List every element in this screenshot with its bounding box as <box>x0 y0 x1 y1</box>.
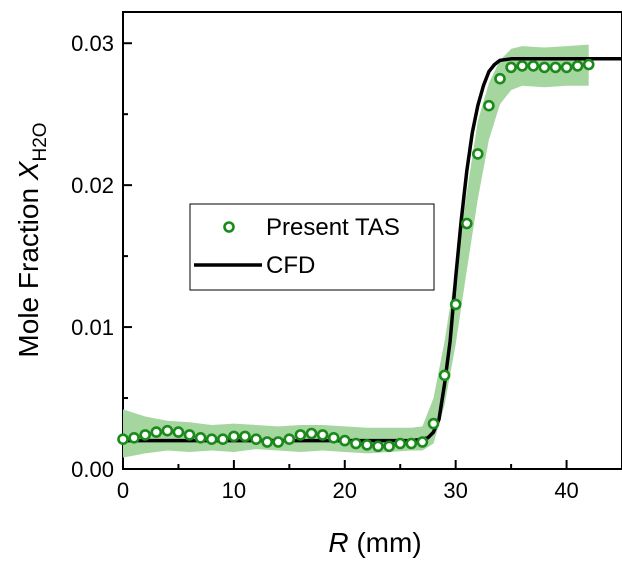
uncertainty-band <box>123 44 589 458</box>
x-ticks: 0 10 20 30 40 <box>117 460 579 503</box>
tas-point <box>460 217 473 230</box>
tas-point <box>272 436 285 448</box>
y-axis-title-main: Mole Fraction <box>13 180 44 357</box>
tas-point <box>549 61 562 74</box>
y-tick-label: 0.01 <box>71 315 114 340</box>
plot-frame <box>122 11 622 470</box>
y-ticks: 0.00 0.01 0.02 0.03 <box>71 31 132 482</box>
legend-box <box>189 203 435 291</box>
legend-label-cfd: CFD <box>266 252 315 279</box>
x-tick-label: 10 <box>222 478 246 503</box>
y-axis-title: Mole Fraction XH2O <box>13 122 51 357</box>
tas-point <box>427 417 440 430</box>
tas-point <box>471 148 484 160</box>
cfd-line-layer <box>123 57 622 443</box>
y-tick-label: 0.03 <box>71 31 114 56</box>
tas-point <box>494 72 506 85</box>
tas-point <box>139 429 151 441</box>
tas-point <box>438 369 451 382</box>
cfd-line <box>123 57 622 443</box>
tas-point <box>217 433 229 446</box>
tas-point <box>338 434 351 447</box>
tas-point <box>394 437 407 450</box>
tas-point <box>527 60 540 72</box>
tas-point <box>228 430 240 443</box>
tas-point <box>183 429 196 441</box>
tas-point <box>361 439 373 451</box>
y-axis-title-symbol: X <box>13 160 44 181</box>
y-tick-label: 0.00 <box>71 457 114 482</box>
x-tick-label: 20 <box>333 478 357 503</box>
legend: Present TAS CFD <box>189 203 435 291</box>
tas-point <box>483 99 495 112</box>
tas-point <box>316 429 329 441</box>
tas-point <box>505 61 517 74</box>
x-axis-title-italic: R <box>328 527 348 558</box>
legend-marker-tas <box>223 221 235 233</box>
tas-point <box>172 426 185 438</box>
tas-points-layer <box>117 58 595 453</box>
legend-label-tas: Present TAS <box>266 214 400 241</box>
tas-point <box>560 61 573 74</box>
y-tick-label: 0.02 <box>71 173 114 198</box>
tas-point <box>150 426 163 438</box>
x-tick-label: 40 <box>554 478 578 503</box>
tas-point <box>383 440 395 453</box>
x-axis-title-unit: (mm) <box>349 527 422 558</box>
tas-point <box>516 60 529 72</box>
tas-point <box>261 436 274 448</box>
y-axis-title-subscript: H2O <box>30 122 51 161</box>
tas-point <box>582 58 595 71</box>
tas-point <box>205 433 218 446</box>
tas-point <box>305 427 318 440</box>
tas-point <box>538 61 551 74</box>
tas-point <box>372 440 384 453</box>
tas-point <box>239 430 251 443</box>
tas-point <box>294 429 307 441</box>
tas-point <box>350 437 362 450</box>
tas-point <box>327 431 340 444</box>
tas-point <box>283 433 296 446</box>
tas-point <box>194 431 207 444</box>
tas-point <box>416 436 429 448</box>
x-tick-label: 0 <box>117 478 129 503</box>
tas-point <box>117 433 129 446</box>
tas-point <box>161 424 174 437</box>
tas-point <box>571 60 584 72</box>
tas-point <box>449 298 462 311</box>
tas-point <box>250 433 262 446</box>
tas-point <box>405 437 418 450</box>
x-tick-label: 30 <box>443 478 467 503</box>
x-axis-title: R (mm) <box>328 527 421 558</box>
uncertainty-band-layer <box>123 44 589 458</box>
tas-point <box>128 431 140 444</box>
